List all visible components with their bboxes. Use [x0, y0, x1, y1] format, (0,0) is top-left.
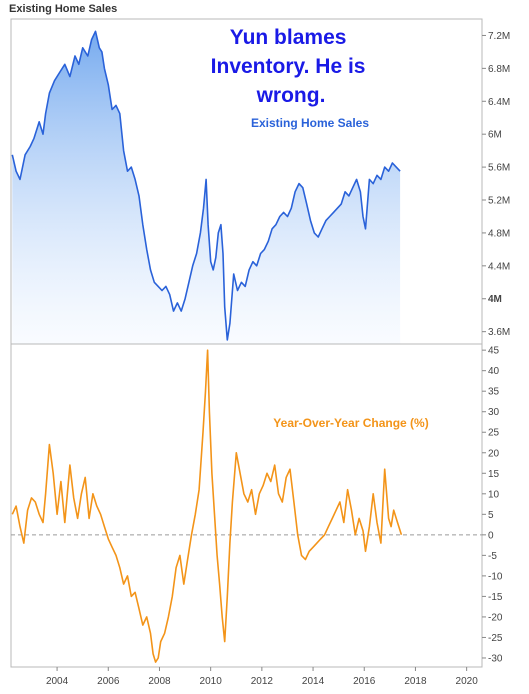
yoy-y-tick-label: 40	[488, 366, 500, 377]
sales-y-tick-label: 5.2M	[488, 196, 510, 207]
yoy-y-tick-label: 25	[488, 428, 500, 439]
yoy-y-tick-label: 10	[488, 489, 500, 500]
headline-line-3: wrong.	[256, 84, 326, 107]
x-axis: 2004 2006 2008 2010 2012 2014 2016 2018 2020	[46, 667, 478, 687]
sales-y-tick-label: 6M	[488, 130, 502, 141]
x-tick-label: 2006	[97, 676, 120, 687]
x-tick-label: 2016	[353, 676, 376, 687]
x-tick-label: 2008	[148, 676, 171, 687]
x-tick-label: 2018	[404, 676, 427, 687]
headline-line-1: Yun blames	[230, 26, 347, 49]
headline-annotation: Yun blames Inventory. He is wrong.	[211, 26, 372, 107]
yoy-y-tick-label: 5	[488, 510, 494, 521]
sales-series-line	[11, 30, 401, 341]
yoy-y-tick-label: 0	[488, 530, 494, 541]
sales-y-axis: 3.6M 4M 4.4M 4.8M 5.2M 5.6M 6M 6.4M 6.8M 7.2M	[482, 31, 510, 338]
yoy-panel: -30 -25 -20 -15 -10 -5 0 5 10 15 20 25 30 35 40 45 Year…	[10, 343, 503, 668]
x-tick-label: 2012	[251, 676, 274, 687]
yoy-y-tick-label: -5	[488, 551, 497, 562]
yoy-y-tick-label: 35	[488, 387, 500, 398]
yoy-y-tick-label: 45	[488, 346, 500, 357]
x-tick-label: 2020	[456, 676, 479, 687]
page-title: Existing Home Sales	[9, 3, 118, 15]
yoy-y-tick-label: -15	[488, 592, 503, 603]
sales-y-tick-label: 3.6M	[488, 327, 510, 338]
sales-y-tick-label: 5.6M	[488, 163, 510, 174]
yoy-y-tick-label: 20	[488, 448, 500, 459]
yoy-series-label: Year-Over-Year Change (%)	[273, 416, 428, 430]
yoy-y-axis: -30 -25 -20 -15 -10 -5 0 5 10 15 20 25 30 35 40 45	[482, 346, 503, 664]
yoy-y-tick-label: 30	[488, 407, 500, 418]
sales-y-tick-label: 6.4M	[488, 97, 510, 108]
sales-y-tick-label: 4.4M	[488, 261, 510, 272]
x-tick-label: 2010	[200, 676, 223, 687]
x-tick-label: 2004	[46, 676, 69, 687]
yoy-y-tick-label: -10	[488, 571, 503, 582]
yoy-plot-frame	[10, 343, 483, 668]
sales-series-label: Existing Home Sales	[251, 116, 369, 130]
x-tick-label: 2014	[302, 676, 325, 687]
sales-panel: 3.6M 4M 4.4M 4.8M 5.2M 5.6M 6M 6.4M 6.8M 7.2M Yun…	[10, 18, 510, 345]
yoy-y-tick-label: -30	[488, 653, 503, 664]
sales-y-tick-label: 6.8M	[488, 64, 510, 75]
sales-y-tick-label: 4M	[488, 294, 502, 305]
sales-y-tick-label: 4.8M	[488, 228, 510, 239]
yoy-y-tick-label: -20	[488, 612, 503, 623]
sales-y-tick-label: 7.2M	[488, 31, 510, 42]
yoy-series-line	[11, 349, 403, 663]
headline-line-2: Inventory. He is	[211, 55, 366, 78]
yoy-y-tick-label: -25	[488, 633, 503, 644]
yoy-y-tick-label: 15	[488, 469, 500, 480]
